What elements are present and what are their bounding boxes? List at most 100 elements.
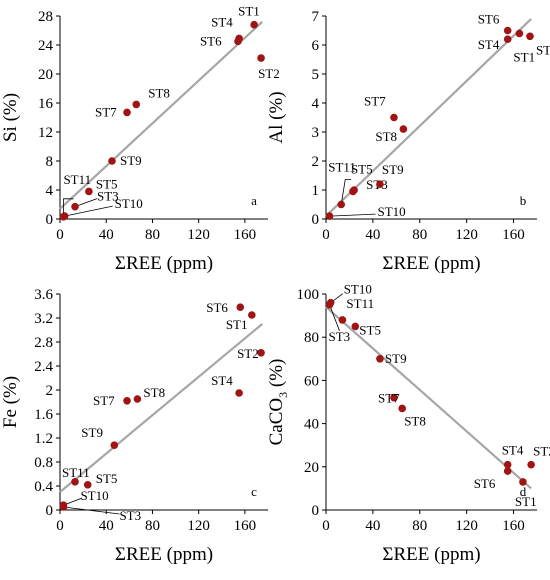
point-label: ST9: [120, 153, 142, 168]
x-tick-label: 160: [502, 227, 525, 243]
panel-letter: c: [251, 484, 257, 499]
y-tick-label: 100: [297, 287, 320, 303]
data-point: [527, 460, 535, 469]
x-tick-label: 120: [455, 518, 478, 534]
data-point: [248, 311, 256, 319]
point-label: ST4: [211, 14, 233, 29]
x-tick-label: 40: [365, 518, 380, 534]
point-label: ST9: [385, 351, 407, 366]
point-label: ST6: [478, 12, 500, 27]
data-point: [337, 200, 346, 209]
y-axis-label-unit: (%): [266, 359, 287, 392]
leader-line: [329, 213, 376, 217]
x-tick-label: 80: [412, 518, 427, 534]
data-point: [351, 322, 360, 331]
point-label: ST8: [143, 385, 165, 400]
point-label: ST1: [238, 4, 260, 19]
y-tick-label: 3: [312, 125, 320, 141]
data-point: [519, 478, 527, 486]
leader-line: [63, 506, 120, 515]
point-label: ST2: [536, 42, 550, 57]
point-label: ST6: [200, 33, 222, 48]
y-tick-label: 12: [38, 125, 53, 141]
y-tick-label: 0.8: [34, 455, 53, 471]
x-tick-label: 160: [234, 227, 257, 243]
data-point: [325, 212, 334, 220]
point-label: ST7: [93, 393, 115, 408]
y-tick-label: 2.8: [34, 335, 53, 351]
x-tick-label: 80: [412, 227, 427, 243]
y-axis-label: Si (%): [0, 93, 21, 142]
data-point: [234, 37, 242, 46]
data-point: [235, 389, 243, 397]
point-label: ST11: [63, 172, 91, 187]
x-tick-label: 40: [99, 227, 114, 243]
data-point: [257, 54, 265, 62]
point-label: ST11: [328, 160, 356, 175]
y-tick-label: 2: [312, 154, 320, 170]
data-point: [85, 187, 93, 196]
data-point: [376, 355, 384, 363]
y-tick-label: 4: [46, 183, 54, 199]
point-label: ST10: [344, 282, 372, 297]
data-point: [132, 100, 141, 109]
data-point: [399, 125, 408, 133]
data-point: [71, 478, 79, 486]
leader-line: [329, 304, 340, 331]
x-tick-label: 0: [322, 518, 330, 534]
point-label: ST9: [81, 425, 103, 440]
y-tick-label: 0.4: [34, 479, 53, 495]
data-point: [59, 501, 68, 510]
data-point: [133, 395, 142, 403]
y-tick-label: 1: [312, 183, 320, 199]
point-label: ST5: [96, 176, 118, 191]
panel-letter: b: [520, 193, 527, 208]
y-tick-label: 0: [312, 503, 320, 519]
point-label: ST10: [378, 204, 406, 219]
data-point: [376, 180, 384, 188]
data-point: [123, 397, 131, 405]
y-tick-label: 24: [38, 38, 54, 54]
point-label: ST1: [515, 494, 537, 509]
y-tick-label: 0: [46, 503, 54, 519]
data-point: [108, 157, 116, 165]
point-label: ST6: [474, 476, 496, 491]
y-tick-label: 2.4: [34, 359, 53, 375]
x-tick-label: 160: [234, 518, 257, 534]
data-point: [503, 35, 512, 43]
point-label: ST5: [351, 161, 373, 176]
y-tick-label: 20: [38, 67, 53, 83]
point-label: ST9: [382, 162, 404, 177]
x-tick-label: 0: [56, 227, 64, 243]
trend-line: [325, 306, 532, 490]
y-axis-label-main: CaCO: [266, 398, 287, 446]
y-tick-label: 20: [304, 460, 319, 476]
y-tick-label: 80: [304, 330, 319, 346]
y-tick-label: 1.2: [34, 431, 53, 447]
data-point: [503, 460, 512, 469]
point-label: ST3: [119, 508, 141, 523]
point-label: ST7: [95, 104, 117, 119]
point-label: ST4: [478, 37, 500, 52]
y-tick-label: 28: [38, 9, 53, 25]
point-label: ST2: [258, 66, 280, 81]
point-label: ST10: [115, 196, 143, 211]
x-axis-label: ΣREE (ppm): [115, 544, 213, 565]
y-tick-label: 0: [312, 212, 320, 228]
x-tick-label: 0: [322, 227, 330, 243]
point-label: ST7: [364, 94, 386, 109]
point-label: ST8: [404, 413, 426, 428]
point-label: ST1: [513, 49, 535, 64]
leader-line: [64, 205, 113, 217]
data-point: [257, 349, 265, 357]
y-tick-label: 3.6: [34, 287, 53, 303]
y-tick-label: 60: [304, 373, 319, 389]
x-tick-label: 0: [56, 518, 64, 534]
y-tick-label: 40: [304, 417, 319, 433]
y-axis-label: Al (%): [266, 91, 287, 143]
x-tick-label: 80: [145, 518, 160, 534]
leader-line: [63, 198, 74, 217]
point-label: ST11: [62, 465, 90, 480]
trend-line: [325, 18, 532, 217]
